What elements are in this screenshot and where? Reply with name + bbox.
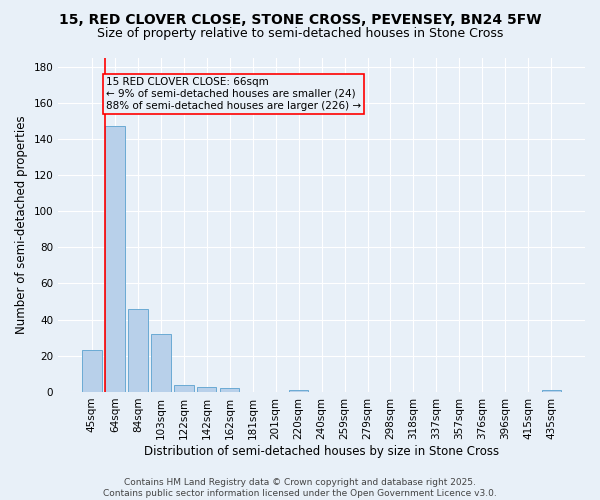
Text: 15, RED CLOVER CLOSE, STONE CROSS, PEVENSEY, BN24 5FW: 15, RED CLOVER CLOSE, STONE CROSS, PEVEN… <box>59 12 541 26</box>
Bar <box>151 334 170 392</box>
Bar <box>128 309 148 392</box>
Bar <box>174 384 194 392</box>
Text: Contains HM Land Registry data © Crown copyright and database right 2025.
Contai: Contains HM Land Registry data © Crown c… <box>103 478 497 498</box>
X-axis label: Distribution of semi-detached houses by size in Stone Cross: Distribution of semi-detached houses by … <box>144 444 499 458</box>
Y-axis label: Number of semi-detached properties: Number of semi-detached properties <box>15 116 28 334</box>
Bar <box>542 390 561 392</box>
Text: Size of property relative to semi-detached houses in Stone Cross: Size of property relative to semi-detach… <box>97 28 503 40</box>
Bar <box>220 388 239 392</box>
Bar <box>105 126 125 392</box>
Text: 15 RED CLOVER CLOSE: 66sqm
← 9% of semi-detached houses are smaller (24)
88% of : 15 RED CLOVER CLOSE: 66sqm ← 9% of semi-… <box>106 78 361 110</box>
Bar <box>289 390 308 392</box>
Bar <box>82 350 101 392</box>
Bar <box>197 386 217 392</box>
